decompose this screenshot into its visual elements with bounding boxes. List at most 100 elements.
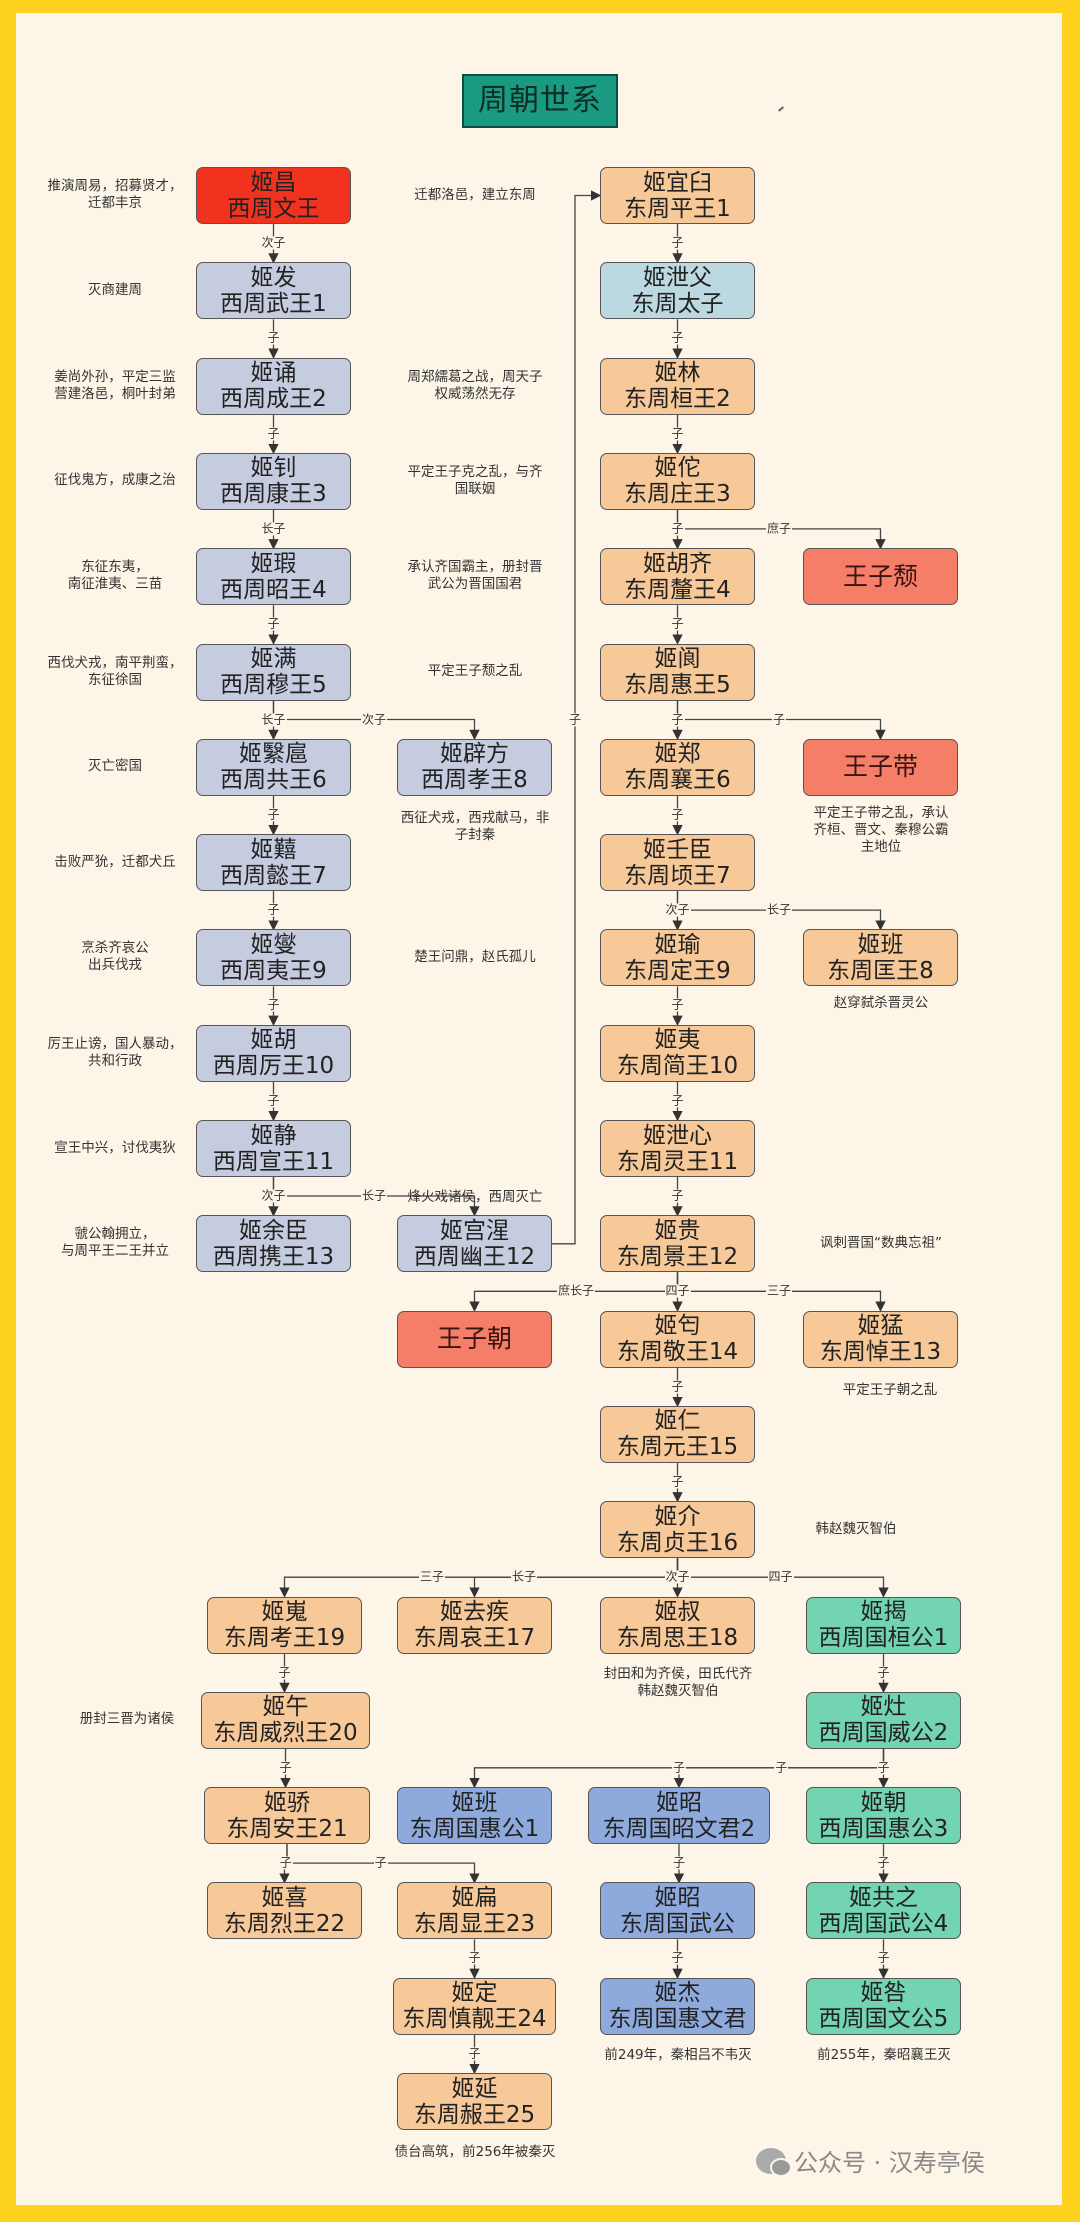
person-name: 姬壬臣 xyxy=(643,836,712,863)
person-node-xzwen: 姬咎 西周国文公5 xyxy=(806,1977,961,2035)
edge-label: 四子 xyxy=(664,1283,691,1298)
person-node-wu: 姬发 西周武王1 xyxy=(196,262,351,320)
event-note: 韩赵魏灭智伯 xyxy=(815,1520,897,1537)
person-title: 西周昭王4 xyxy=(220,576,327,603)
person-title: 东周匡王8 xyxy=(827,957,934,984)
edge-label: 子 xyxy=(467,1950,482,1965)
person-node-xiao: 姬辟方 西周孝王8 xyxy=(397,738,552,796)
person-title: 东周慎靓王24 xyxy=(402,2006,547,2033)
person-name: 姬囏 xyxy=(250,836,297,863)
person-title: 东周敬王14 xyxy=(616,1339,739,1366)
person-node-ping: 姬宜臼 东周平王1 xyxy=(600,167,755,224)
edge-label: 子 xyxy=(670,616,685,631)
connector-zhen-ai xyxy=(469,1558,679,1598)
event-note: 平定王子带之乱，承认 齐桓、晋文、秦穆公霸 主地位 xyxy=(813,804,949,855)
edge-label: 次子 xyxy=(360,712,388,726)
person-name: 姬佗 xyxy=(654,455,701,482)
event-note: 平定王子朝之乱 xyxy=(842,1381,938,1398)
person-name: 王子带 xyxy=(842,752,918,782)
person-name: 姬瑕 xyxy=(250,550,297,577)
edge-label: 长子 xyxy=(510,1569,538,1584)
person-node-yi9: 姬燮 西周夷王9 xyxy=(196,929,351,987)
edge-label: 子 xyxy=(671,1855,687,1870)
edge-label: 子 xyxy=(670,807,685,822)
person-node-mu: 姬满 西周穆王5 xyxy=(196,643,351,701)
person-node-weilie: 姬午 东周威烈王20 xyxy=(201,1691,370,1749)
person-name: 姬余臣 xyxy=(239,1217,308,1244)
person-node-dzzhaowen: 姬昭 东周国昭文君2 xyxy=(588,1787,770,1845)
event-note: 承认齐国霸主，册封晋 武公为晋国国君 xyxy=(407,559,543,593)
person-title: 东周定王9 xyxy=(624,957,731,984)
person-name: 姬胡齐 xyxy=(643,550,712,577)
person-title: 西周懿王7 xyxy=(220,862,327,889)
edge-label: 四子 xyxy=(767,1569,794,1584)
person-title: 西周孝王8 xyxy=(421,767,528,794)
edge-label: 子 xyxy=(774,1760,789,1775)
edge-label: 子 xyxy=(670,330,685,345)
person-name: 姬灶 xyxy=(860,1694,907,1721)
event-note: 封田和为齐侯，田氏代齐 韩赵魏灭智伯 xyxy=(603,1665,753,1699)
person-title: 东周平王1 xyxy=(624,195,731,222)
edge-label: 子 xyxy=(670,426,685,441)
person-node-kao: 姬嵬 东周考王19 xyxy=(207,1596,362,1654)
person-name: 姬嵬 xyxy=(261,1599,308,1625)
person-name: 姬定 xyxy=(451,1980,498,2007)
person-node-dzhui: 姬班 东周国惠公1 xyxy=(397,1787,552,1845)
person-node-xiang: 姬郑 东周襄王6 xyxy=(600,738,755,796)
person-node-ling: 姬泄心 东周灵王11 xyxy=(600,1120,755,1177)
person-node-huan: 姬林 东周桓王2 xyxy=(600,357,755,415)
person-title: 东周景王12 xyxy=(616,1243,739,1270)
person-node-tui: 王子颓 xyxy=(803,548,958,606)
person-node-jing: 姬贵 东周景王12 xyxy=(600,1215,755,1273)
person-node-li: 姬胡 西周厉王10 xyxy=(196,1024,351,1082)
edge-label: 子 xyxy=(771,712,787,726)
person-title: 东周釐王4 xyxy=(624,576,731,603)
event-note: 灭亡密国 xyxy=(88,758,142,775)
person-title: 西周穆王5 xyxy=(220,672,327,698)
event-note: 征伐鬼方，成康之治 xyxy=(54,472,176,489)
person-name: 姬夷 xyxy=(654,1027,701,1054)
person-node-dzhuiwen: 姬杰 东周国惠文君 xyxy=(600,1977,755,2035)
person-node-kuang: 姬班 东周匡王8 xyxy=(803,929,958,987)
person-name: 姬班 xyxy=(451,1789,498,1816)
person-title: 西周国桓公1 xyxy=(818,1625,949,1651)
person-node-shenjing: 姬定 东周慎靓王24 xyxy=(393,1977,556,2035)
event-note: 击败严狁，迁都犬丘 xyxy=(54,853,176,870)
edge-label: 子 xyxy=(670,1188,685,1203)
person-name: 姬繄扈 xyxy=(239,741,308,768)
event-note: 前255年，秦昭襄王灭 xyxy=(817,2046,951,2063)
person-node-dzwu: 姬昭 东周国武公 xyxy=(600,1882,755,1940)
person-node-yi7: 姬囏 西周懿王7 xyxy=(196,834,351,892)
event-note: 平定王子克之乱，与齐 国联姻 xyxy=(407,463,543,497)
edge-label: 长子 xyxy=(260,712,287,726)
person-node-kang: 姬钊 西周康王3 xyxy=(196,452,351,510)
event-note: 西伐犬戎，南平荆蛮， 东征徐国 xyxy=(47,654,183,688)
person-title: 东周显王23 xyxy=(413,1910,536,1937)
person-name: 姬朝 xyxy=(860,1789,907,1816)
person-name: 姬辟方 xyxy=(440,741,509,768)
person-node-xzhui: 姬朝 西周国惠公3 xyxy=(806,1787,961,1845)
person-node-dao: 姬猛 东周悼王13 xyxy=(803,1310,958,1368)
event-note: 宣王中兴，讨伐夷狄 xyxy=(54,1139,176,1156)
person-name: 姬胡 xyxy=(250,1027,297,1054)
edge-label: 子 xyxy=(670,712,685,726)
person-name: 姬泄父 xyxy=(643,264,712,291)
event-note: 虢公翰拥立， 与周平王二王并立 xyxy=(61,1226,169,1260)
person-name: 姬宜臼 xyxy=(643,169,712,196)
person-name: 姬咎 xyxy=(860,1980,907,2007)
watermark: 公众号 · 汉寿亭侯 xyxy=(756,2143,985,2178)
person-node-nan: 姬延 东周赧王25 xyxy=(397,2073,552,2130)
person-title: 西周国威公2 xyxy=(818,1720,949,1747)
person-node-xi: 姬胡齐 东周釐王4 xyxy=(600,548,755,606)
edge-label: 子 xyxy=(266,807,281,822)
person-node-lie: 姬喜 东周烈王22 xyxy=(207,1882,362,1940)
person-name: 姬阆 xyxy=(654,646,701,672)
edge-label: 子 xyxy=(277,1665,292,1679)
edge-label: 子 xyxy=(567,712,583,727)
person-title: 东周烈王22 xyxy=(223,1910,346,1937)
person-node-gong: 姬繄扈 西周共王6 xyxy=(196,738,351,796)
person-name: 姬宫湦 xyxy=(440,1217,509,1244)
edge-label: 子 xyxy=(876,1950,891,1965)
edge-label: 次子 xyxy=(664,1569,691,1584)
person-name: 姬骄 xyxy=(264,1789,310,1816)
